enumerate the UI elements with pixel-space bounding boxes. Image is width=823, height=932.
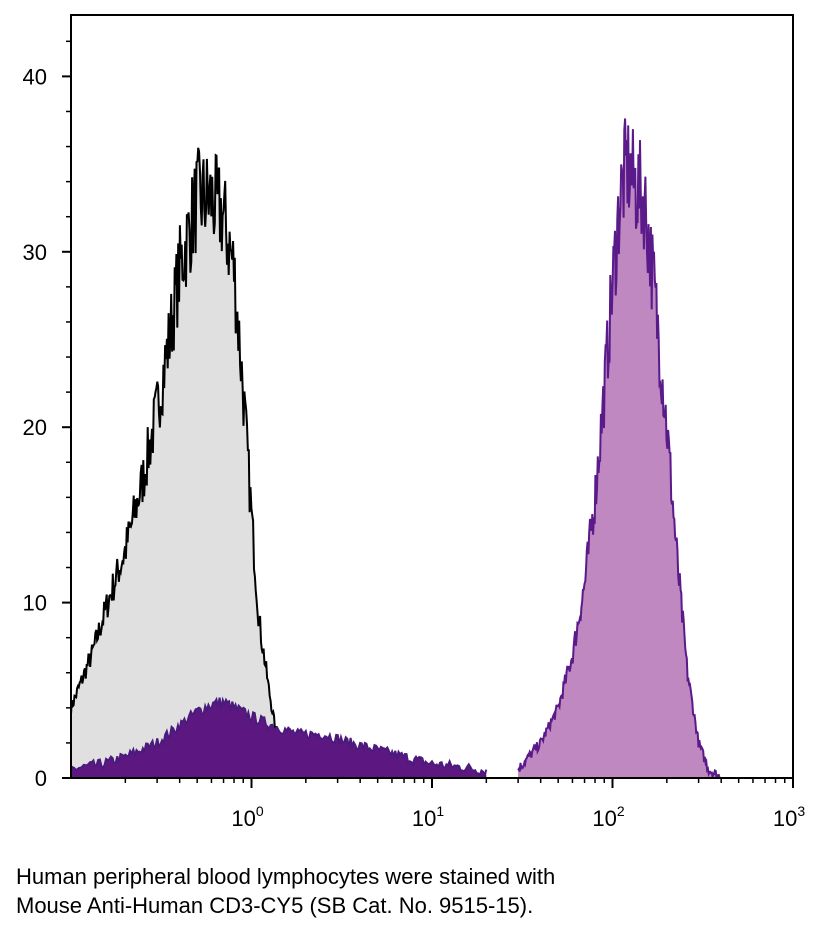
series-2-line: [70, 696, 488, 778]
series-2-area: [71, 697, 487, 778]
x-tick-label-2: 102: [592, 803, 624, 831]
caption-line-1: Human peripheral blood lymphocytes were …: [16, 864, 556, 889]
y-tick-label-40: 40: [23, 64, 47, 89]
y-tick-label-0: 0: [35, 766, 47, 791]
axis-layer: 0 10 20 30 40 100 101 102 103: [23, 40, 805, 831]
series-1-area: [71, 147, 298, 779]
series-3-area: [518, 118, 722, 778]
histogram-chart: 0 10 20 30 40 100 101 102 103: [23, 14, 805, 831]
x-tick-label-0: 100: [231, 803, 263, 831]
y-tick-label-20: 20: [23, 415, 47, 440]
series-3-line: [517, 118, 722, 779]
series-layer: [70, 118, 722, 779]
figure-caption: Human peripheral blood lymphocytes were …: [16, 862, 796, 920]
y-tick-label-30: 30: [23, 240, 47, 265]
y-tick-label-10: 10: [23, 591, 47, 616]
caption-line-2: Mouse Anti-Human CD3-CY5 (SB Cat. No. 95…: [16, 893, 534, 918]
x-tick-label-1: 101: [412, 803, 444, 831]
series-1-line: [70, 147, 299, 776]
x-tick-label-3: 103: [773, 803, 805, 831]
